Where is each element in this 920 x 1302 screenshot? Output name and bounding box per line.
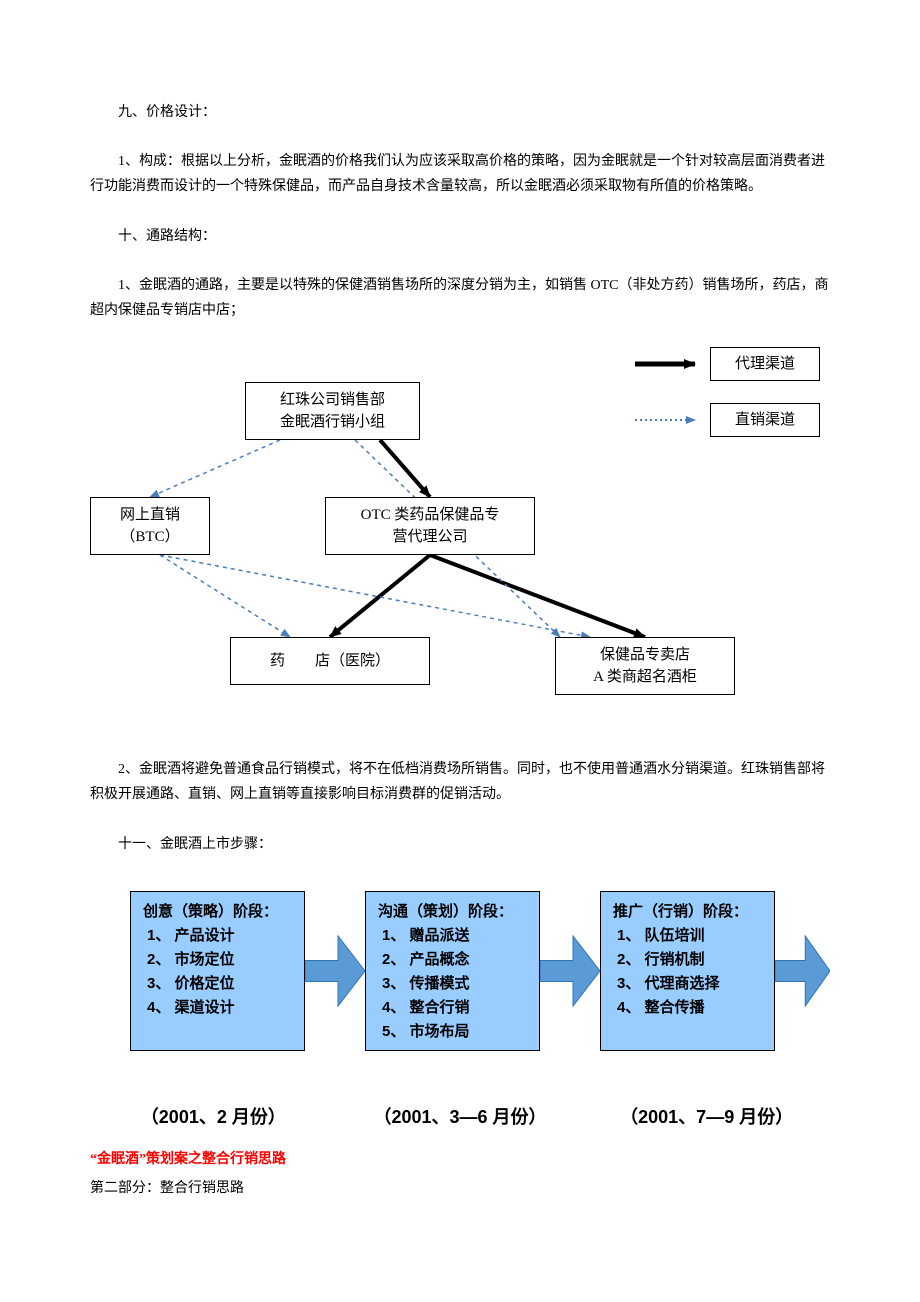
step-box-item: 3、 价格定位 — [143, 972, 292, 996]
flow-node-retail: 保健品专卖店A 类商超名酒柜 — [555, 637, 735, 695]
step-arrow-2 — [540, 936, 600, 1006]
step-date-3: （2001、7—9 月份） — [583, 1101, 830, 1133]
step-box-item: 2、 产品概念 — [378, 948, 527, 972]
step-box-item: 3、 代理商选择 — [613, 972, 762, 996]
step-date-2: （2001、3—6 月份） — [337, 1101, 584, 1133]
step-box-title: 创意（策略）阶段： — [143, 900, 292, 924]
step-box-title: 推广（行销）阶段： — [613, 900, 762, 924]
flow-node-line2: 金眠酒行销小组 — [280, 411, 385, 434]
step-arrow-1 — [305, 936, 365, 1006]
step-date-1: （2001、2 月份） — [90, 1101, 337, 1133]
flow-node-btc: 网上直销（BTC） — [90, 497, 210, 555]
flow-node-direct: 直销渠道 — [710, 403, 820, 437]
step-box-item: 2、 行销机制 — [613, 948, 762, 972]
flow-node-agent: 代理渠道 — [710, 347, 820, 381]
step-box-item: 1、 队伍培训 — [613, 924, 762, 948]
flow-node-line1: 直销渠道 — [735, 409, 795, 432]
step-box-item: 4、 渠道设计 — [143, 996, 292, 1020]
step-box-2: 沟通（策划）阶段：1、 赠品派送2、 产品概念3、 传播模式4、 整合行销5、 … — [365, 891, 540, 1051]
flow-node-line2: A 类商超名酒柜 — [593, 666, 697, 689]
flow-node-line1: 代理渠道 — [735, 353, 795, 376]
flow-node-hq: 红珠公司销售部金眠酒行销小组 — [245, 382, 420, 440]
step-box-item: 5、 市场布局 — [378, 1020, 527, 1044]
section9-body: 1、构成：根据以上分析，金眠酒的价格我们认为应该采取高价格的策略，因为金眠就是一… — [90, 149, 830, 199]
flow-node-line2: 营代理公司 — [392, 526, 467, 549]
step-box-item: 1、 赠品派送 — [378, 924, 527, 948]
section9-heading: 九、价格设计： — [90, 100, 830, 125]
step-box-1: 创意（策略）阶段：1、 产品设计2、 市场定位3、 价格定位4、 渠道设计 — [130, 891, 305, 1051]
flow-node-pharmacy: 药 店（医院） — [230, 637, 430, 685]
step-box-item: 4、 整合行销 — [378, 996, 527, 1020]
step-box-item: 3、 传播模式 — [378, 972, 527, 996]
channel-flowchart: 红珠公司销售部金眠酒行销小组网上直销（BTC）OTC 类药品保健品专营代理公司药… — [90, 347, 830, 737]
step-box-title: 沟通（策划）阶段： — [378, 900, 527, 924]
step-box-item: 1、 产品设计 — [143, 924, 292, 948]
footer-subtitle: 第二部分：整合行销思路 — [90, 1176, 830, 1201]
step-box-3: 推广（行销）阶段：1、 队伍培训2、 行销机制3、 代理商选择4、 整合传播 — [600, 891, 775, 1051]
step-arrow-3 — [775, 936, 830, 1006]
flow-node-line1: 网上直销 — [120, 504, 180, 527]
footer-red-title: “金眠酒”策划案之整合行销思路 — [90, 1147, 830, 1172]
step-dates-row: （2001、2 月份） （2001、3—6 月份） （2001、7—9 月份） — [90, 1101, 830, 1133]
flow-node-otc: OTC 类药品保健品专营代理公司 — [325, 497, 535, 555]
step-box-item: 4、 整合传播 — [613, 996, 762, 1020]
step-box-item: 2、 市场定位 — [143, 948, 292, 972]
flow-node-line2: （BTC） — [120, 526, 179, 549]
launch-steps-chart: 创意（策略）阶段：1、 产品设计2、 市场定位3、 价格定位4、 渠道设计沟通（… — [90, 881, 830, 1091]
section10-heading: 十、通路结构： — [90, 224, 830, 249]
section10-body2: 2、金眠酒将避免普通食品行销模式，将不在低档消费场所销售。同时，也不使用普通酒水… — [90, 757, 830, 807]
flow-node-line1: 保健品专卖店 — [600, 644, 690, 667]
flow-node-line1: 药 店（医院） — [270, 650, 390, 673]
flow-node-line1: OTC 类药品保健品专 — [361, 504, 500, 527]
section10-body1: 1、金眠酒的通路，主要是以特殊的保健酒销售场所的深度分销为主，如销售 OTC（非… — [90, 273, 830, 323]
flow-node-line1: 红珠公司销售部 — [280, 389, 385, 412]
section11-heading: 十一、金眠酒上市步骤： — [90, 832, 830, 857]
